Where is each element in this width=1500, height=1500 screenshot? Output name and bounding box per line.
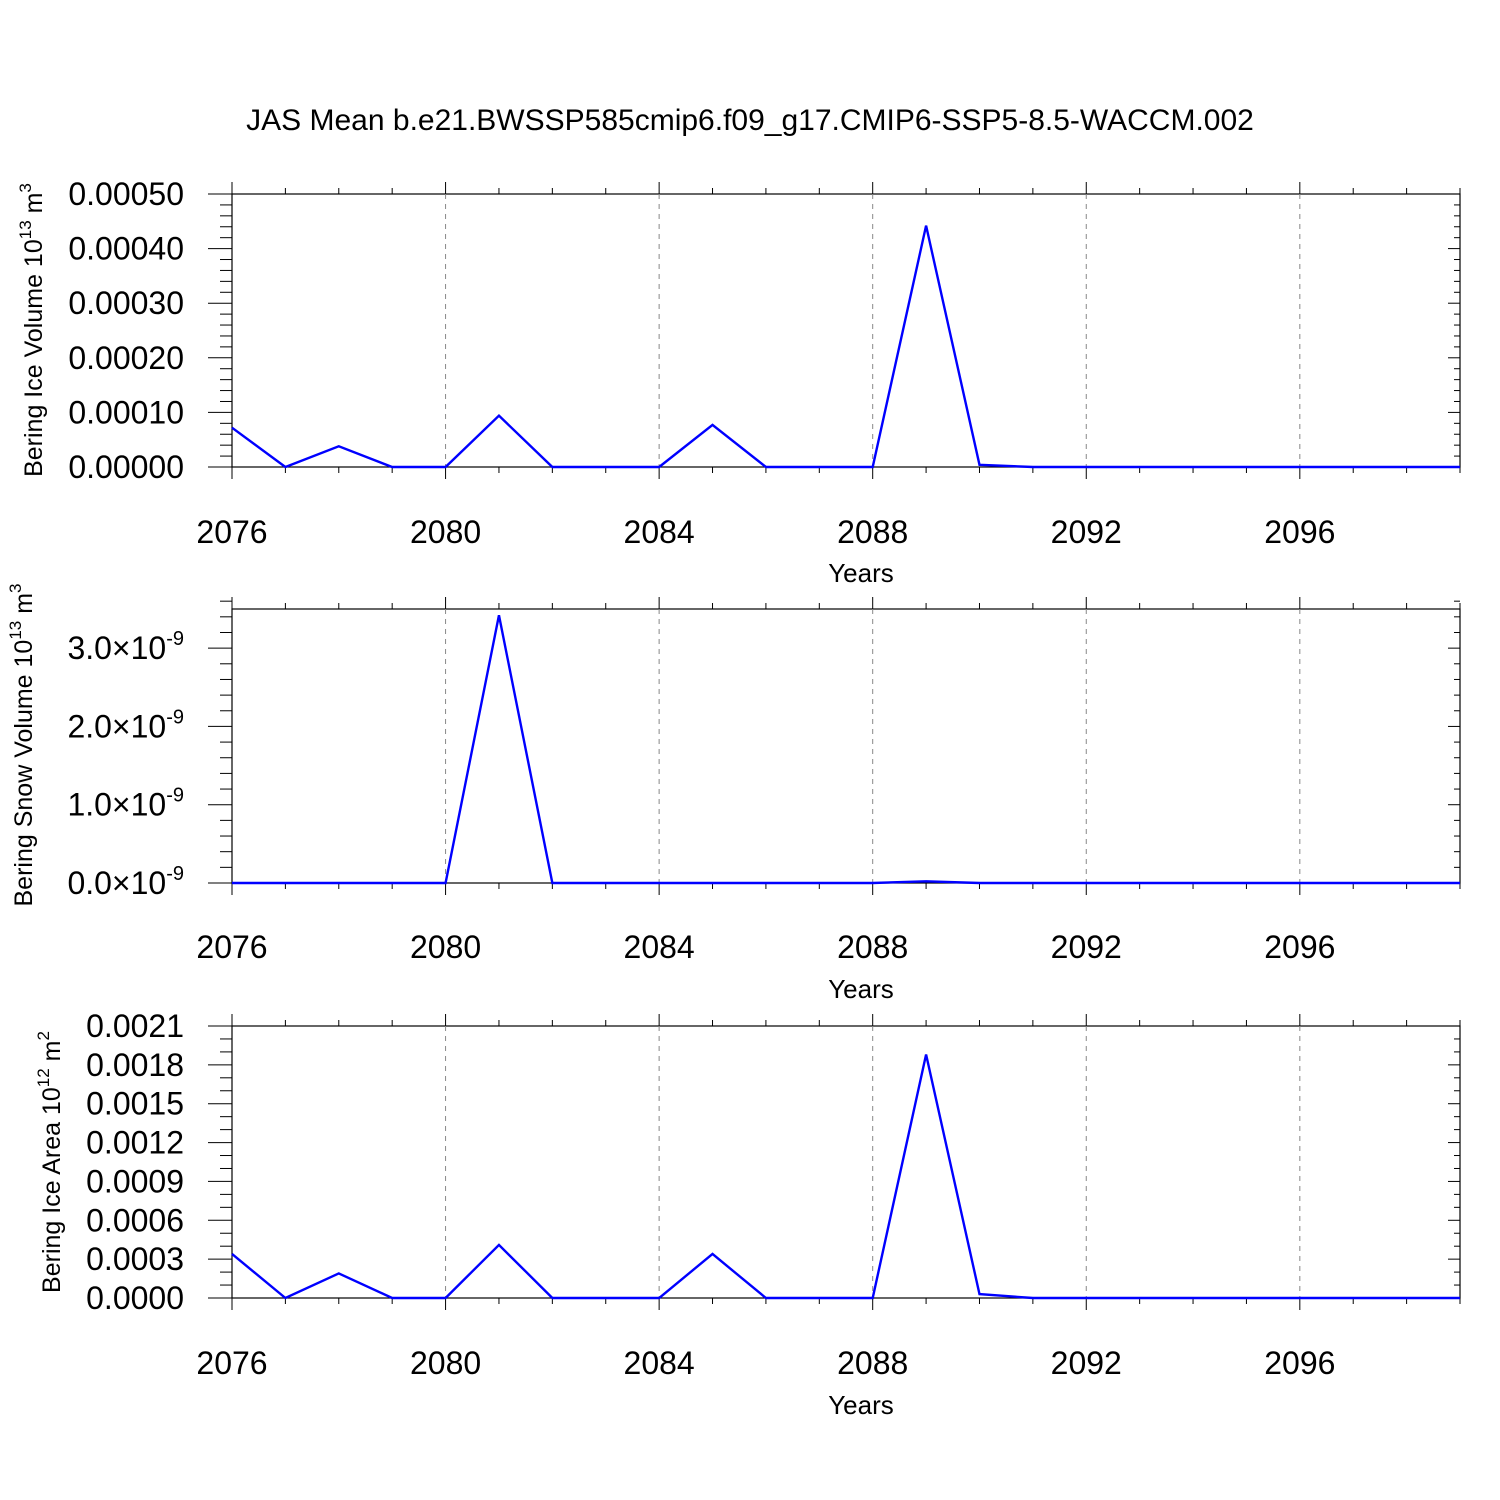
x-tick-label: 2080 bbox=[410, 929, 481, 965]
y-axis-title-unit: m bbox=[10, 593, 38, 621]
y-tick-exponent: -9 bbox=[166, 706, 184, 728]
x-tick-label: 2088 bbox=[837, 514, 908, 550]
y-tick-mantissa: 0.0018 bbox=[86, 1047, 184, 1083]
y-tick-label: 0.00020 bbox=[68, 340, 184, 376]
plot-frame bbox=[231, 193, 1461, 468]
y-tick-label: 0.00010 bbox=[68, 394, 184, 430]
y-tick-label: 0.0000 bbox=[86, 1280, 184, 1316]
x-tick-label: 2096 bbox=[1264, 514, 1335, 550]
y-axis-title-text: Bering Snow Volume 10 bbox=[10, 640, 38, 907]
y-tick-mantissa: 0.00050 bbox=[68, 176, 184, 212]
y-axis-title: Bering Snow Volume 1013 m3 bbox=[6, 583, 38, 906]
y-tick-times: × bbox=[112, 708, 131, 744]
y-tick-label: 0.0015 bbox=[86, 1086, 184, 1122]
x-tick-label: 2092 bbox=[1051, 1345, 1122, 1381]
y-tick-exponent: -9 bbox=[166, 785, 184, 807]
series-line bbox=[232, 615, 1460, 885]
series-line bbox=[231, 225, 1460, 469]
y-tick-base: 10 bbox=[131, 865, 167, 901]
x-tick-label: 2096 bbox=[1264, 929, 1335, 965]
y-tick-mantissa: 0.00000 bbox=[68, 449, 184, 485]
y-axis-title-unit-exponent: 3 bbox=[16, 183, 35, 192]
y-axis-title-unit-exponent: 3 bbox=[6, 583, 25, 592]
y-axis-title-unit: m bbox=[38, 1041, 66, 1069]
y-tick-label: 0.0018 bbox=[86, 1047, 184, 1083]
x-tick-label: 2092 bbox=[1051, 514, 1122, 550]
y-tick-exponent: -9 bbox=[166, 628, 184, 650]
y-tick-label: 0.0×10-9 bbox=[67, 863, 184, 901]
y-tick-base: 10 bbox=[131, 708, 167, 744]
y-axis-title-text: Bering Ice Area 10 bbox=[38, 1087, 66, 1293]
y-tick-mantissa: 0.0 bbox=[67, 865, 111, 901]
y-tick-mantissa: 1.0 bbox=[67, 787, 111, 823]
y-tick-times: × bbox=[112, 787, 131, 823]
x-tick-label: 2076 bbox=[196, 929, 267, 965]
y-tick-label: 0.00000 bbox=[68, 449, 184, 485]
y-axis-title-exponent: 13 bbox=[6, 621, 25, 640]
x-axis-title: Years bbox=[828, 1390, 894, 1420]
y-tick-label: 0.0021 bbox=[86, 1008, 184, 1044]
x-tick-label: 2080 bbox=[410, 1345, 481, 1381]
x-tick-label: 2084 bbox=[624, 1345, 695, 1381]
y-tick-times: × bbox=[112, 865, 131, 901]
y-tick-mantissa: 0.0012 bbox=[86, 1125, 184, 1161]
y-tick-label: 0.0012 bbox=[86, 1125, 184, 1161]
x-tick-label: 2092 bbox=[1051, 929, 1122, 965]
x-axis-title: Years bbox=[828, 974, 894, 1004]
y-tick-mantissa: 0.0015 bbox=[86, 1086, 184, 1122]
panel-1: 0.00000 0.00010 0.00020 0.00030 0.00040 0.000… bbox=[16, 176, 1461, 588]
y-axis-title: Bering Ice Volume 1013 m3 bbox=[16, 183, 48, 477]
x-tick-label: 2088 bbox=[837, 1345, 908, 1381]
x-tick-label: 2084 bbox=[624, 514, 695, 550]
y-tick-mantissa: 2.0 bbox=[67, 708, 111, 744]
y-axis-title-exponent: 12 bbox=[34, 1068, 53, 1087]
y-tick-mantissa: 0.0003 bbox=[86, 1241, 184, 1277]
y-tick-mantissa: 3.0 bbox=[67, 630, 111, 666]
y-tick-base: 10 bbox=[131, 630, 167, 666]
y-tick-label: 0.0009 bbox=[86, 1163, 184, 1199]
y-tick-label: 0.00040 bbox=[68, 231, 184, 267]
y-tick-label: 0.00030 bbox=[68, 285, 184, 321]
y-axis-title-text: Bering Ice Volume 10 bbox=[20, 239, 48, 477]
y-tick-mantissa: 0.00020 bbox=[68, 340, 184, 376]
figure-title: JAS Mean b.e21.BWSSP585cmip6.f09_g17.CMI… bbox=[246, 104, 1254, 137]
x-tick-label: 2076 bbox=[196, 514, 267, 550]
y-axis-title-exponent: 13 bbox=[16, 220, 35, 239]
y-axis-title: Bering Ice Area 1012 m2 bbox=[34, 1031, 66, 1293]
x-tick-label: 2088 bbox=[837, 929, 908, 965]
y-tick-label: 2.0×10-9 bbox=[67, 706, 184, 744]
x-tick-label: 2084 bbox=[624, 929, 695, 965]
y-axis-title-unit: m bbox=[20, 193, 48, 221]
x-tick-label: 2096 bbox=[1264, 1345, 1335, 1381]
panel-3: 0.00000.00030.00060.00090.00120.00150.00… bbox=[34, 1008, 1461, 1420]
plot-frame bbox=[231, 1025, 1461, 1299]
y-tick-label: 0.0003 bbox=[86, 1241, 184, 1277]
y-tick-base: 10 bbox=[131, 787, 167, 823]
y-tick-mantissa: 0.0009 bbox=[86, 1163, 184, 1199]
y-tick-label: 0.0006 bbox=[86, 1202, 184, 1238]
y-tick-mantissa: 0.00030 bbox=[68, 285, 184, 321]
x-tick-label: 2080 bbox=[410, 514, 481, 550]
y-tick-mantissa: 0.00010 bbox=[68, 394, 184, 430]
y-tick-times: × bbox=[112, 630, 131, 666]
y-tick-mantissa: 0.0006 bbox=[86, 1202, 184, 1238]
series-line bbox=[231, 1054, 1460, 1300]
plot-frame bbox=[231, 608, 1461, 884]
x-tick-label: 2076 bbox=[196, 1345, 267, 1381]
y-axis-title-unit-exponent: 2 bbox=[34, 1031, 53, 1040]
y-tick-label: 0.00050 bbox=[68, 176, 184, 212]
x-axis-title: Years bbox=[828, 558, 894, 588]
y-tick-mantissa: 0.0000 bbox=[86, 1280, 184, 1316]
y-tick-label: 1.0×10-9 bbox=[67, 785, 184, 823]
y-tick-mantissa: 0.0021 bbox=[86, 1008, 184, 1044]
y-tick-exponent: -9 bbox=[166, 863, 184, 885]
y-tick-label: 3.0×10-9 bbox=[67, 628, 184, 666]
y-tick-mantissa: 0.00040 bbox=[68, 231, 184, 267]
